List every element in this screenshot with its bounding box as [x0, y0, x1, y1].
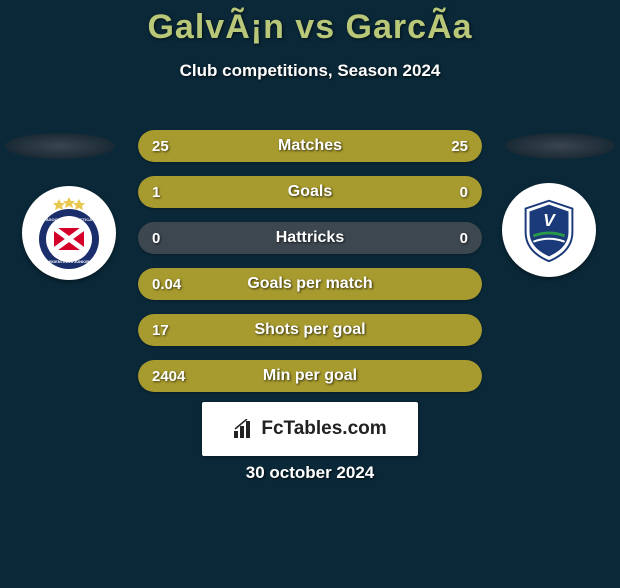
- team-crest-right: V: [502, 183, 596, 277]
- date-label: 30 october 2024: [0, 463, 620, 483]
- svg-text:ASOCIACION ATLETICA: ASOCIACION ATLETICA: [46, 217, 92, 222]
- page-title: GalvÃ¡n vs GarcÃ­a: [0, 8, 620, 47]
- svg-text:V: V: [543, 210, 556, 230]
- shadow-left: [5, 133, 115, 159]
- stat-label: Shots per goal: [138, 321, 482, 339]
- stat-row: 17Shots per goal: [138, 314, 482, 346]
- stat-row: 0.04Goals per match: [138, 268, 482, 300]
- stat-row: 2404Min per goal: [138, 360, 482, 392]
- subtitle: Club competitions, Season 2024: [0, 61, 620, 81]
- stat-row: 00Hattricks: [138, 222, 482, 254]
- stat-label: Goals: [138, 183, 482, 201]
- stat-row: 10Goals: [138, 176, 482, 208]
- stat-label: Goals per match: [138, 275, 482, 293]
- argentinos-crest-icon: ASOCIACION ATLETICA ARGENTINOS JUNIORS: [29, 193, 109, 273]
- team-crest-left: ASOCIACION ATLETICA ARGENTINOS JUNIORS: [22, 186, 116, 280]
- logo-text: FcTables.com: [261, 418, 386, 440]
- shadow-right: [505, 133, 615, 159]
- velez-crest-icon: V: [510, 191, 588, 269]
- stat-label: Hattricks: [138, 229, 482, 247]
- svg-text:ARGENTINOS JUNIORS: ARGENTINOS JUNIORS: [46, 259, 92, 264]
- stat-label: Matches: [138, 137, 482, 155]
- chart-icon: [233, 419, 255, 439]
- stats-panel: 2525Matches 10Goals 00Hattricks 0.04Goals p…: [138, 130, 482, 406]
- fctables-logo: FcTables.com: [202, 402, 418, 456]
- stat-label: Min per goal: [138, 367, 482, 385]
- stat-row: 2525Matches: [138, 130, 482, 162]
